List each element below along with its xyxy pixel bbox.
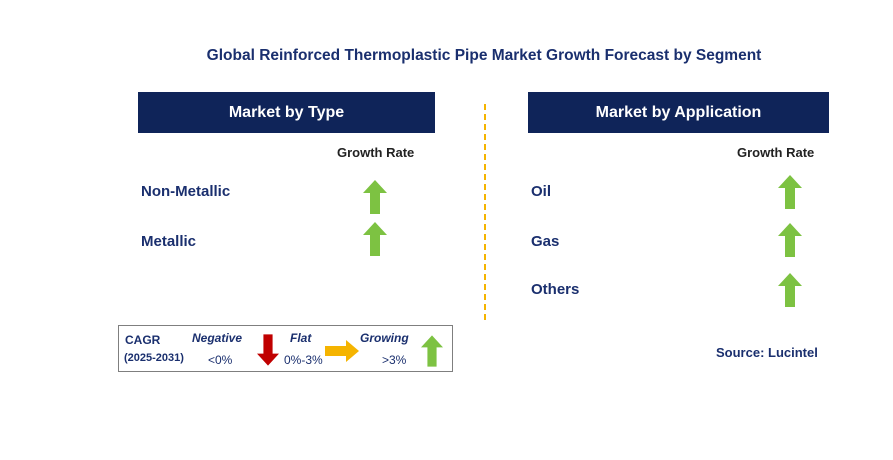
panel-header-type: Market by Type — [138, 92, 435, 133]
legend-growing-range: >3% — [382, 353, 407, 367]
legend-negative-label: Negative — [192, 331, 243, 345]
growing-arrow-icon — [363, 180, 387, 214]
legend-flat-range: 0%-3% — [284, 353, 323, 367]
panel-header-application-label: Market by Application — [595, 103, 762, 121]
source-label: Source: Lucintel — [716, 345, 818, 360]
legend-cagr-label: CAGR — [125, 333, 161, 347]
legend-flat-label: Flat — [290, 331, 312, 345]
row-label-metallic: Metallic — [141, 233, 197, 250]
row-label-gas: Gas — [531, 233, 560, 250]
panel-divider — [484, 104, 486, 320]
growing-arrow-icon — [421, 335, 443, 367]
growing-arrow-icon — [363, 222, 387, 256]
legend-period-label: (2025-2031) — [124, 352, 184, 364]
growth-rate-label-application: Growth Rate — [737, 145, 815, 160]
panel-header-type-label: Market by Type — [228, 103, 345, 121]
row-label-non-metallic: Non-Metallic — [141, 183, 231, 200]
negative-arrow-icon — [257, 334, 279, 366]
growing-arrow-icon — [778, 273, 802, 307]
legend-negative-range: <0% — [208, 353, 233, 367]
panel-header-application: Market by Application — [528, 92, 829, 133]
growing-arrow-icon — [778, 175, 802, 209]
flat-arrow-icon — [325, 340, 359, 362]
growing-arrow-icon — [778, 223, 802, 257]
cagr-legend — [118, 325, 453, 372]
row-label-others: Others — [531, 281, 580, 298]
legend-growing-label: Growing — [360, 331, 409, 345]
chart-title: Global Reinforced Thermoplastic Pipe Mar… — [206, 47, 762, 64]
row-label-oil: Oil — [531, 183, 552, 200]
growth-rate-label-type: Growth Rate — [337, 145, 415, 160]
